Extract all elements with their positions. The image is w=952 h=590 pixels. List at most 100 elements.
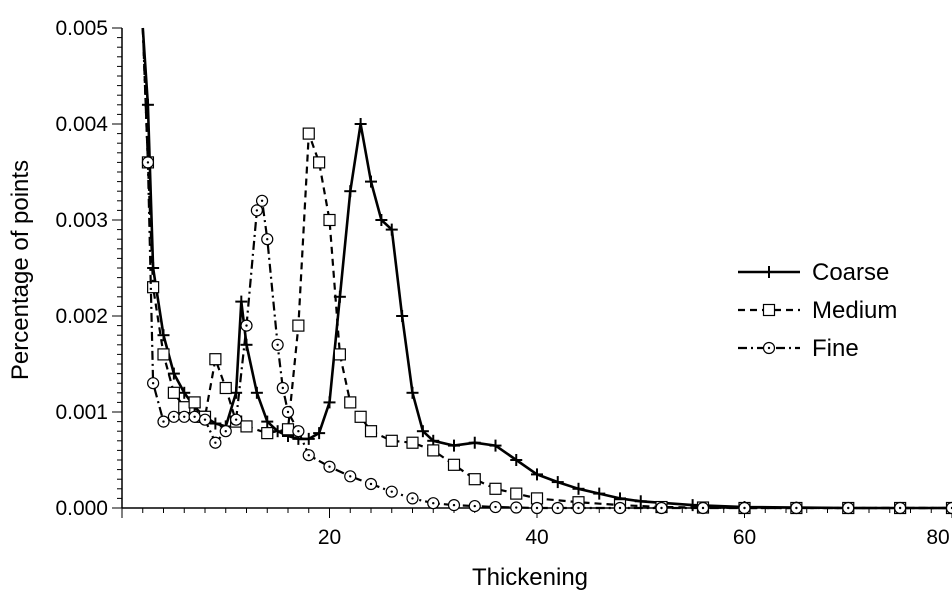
x-axis-label: Thickening (472, 564, 588, 590)
data-point (468, 499, 481, 513)
data-point (188, 396, 201, 409)
data-point (323, 396, 336, 409)
data-point (219, 425, 232, 438)
axis-tick-labels: 20 40 60 80 0.000 0.001 0.002 0.003 0.004 0.005 (55, 17, 949, 549)
data-point (261, 233, 274, 246)
data-point (354, 410, 367, 423)
data-point (219, 381, 232, 395)
data-point (510, 501, 523, 514)
data-point (167, 386, 180, 399)
data-point (738, 501, 751, 515)
data-point (489, 500, 502, 514)
data-point (344, 396, 357, 409)
legend-marker (762, 341, 776, 355)
data-point (696, 501, 710, 515)
data-point (235, 295, 248, 308)
data-point (198, 413, 212, 426)
data-point (271, 338, 284, 351)
data-point (427, 444, 440, 457)
legend-marker (762, 303, 776, 317)
data-point (178, 410, 191, 423)
series-fine (141, 27, 952, 515)
data-point (344, 185, 357, 198)
data-point (323, 460, 336, 473)
x-tick-label: 80 (926, 526, 949, 549)
data-point (147, 377, 160, 390)
data-point (313, 156, 326, 169)
data-point (842, 501, 855, 515)
data-point (385, 485, 398, 498)
data-point (261, 427, 274, 440)
data-point (302, 449, 315, 462)
data-point (157, 415, 170, 428)
data-point (655, 501, 668, 515)
data-point (261, 415, 274, 428)
data-point (406, 436, 419, 449)
data-point (448, 439, 460, 452)
data-point (209, 353, 222, 366)
data-point (489, 482, 502, 495)
data-point (276, 381, 289, 395)
legend-marker (763, 266, 775, 278)
data-point (468, 473, 481, 486)
data-point (468, 436, 481, 449)
y-tick-label: 0.005 (55, 17, 108, 40)
data-point (188, 410, 201, 423)
y-tick-label: 0.001 (55, 401, 108, 424)
y-axis-label: Percentage of points (7, 160, 34, 380)
data-point (178, 386, 191, 399)
series-line-fine (141, 27, 952, 510)
x-tick-label: 20 (318, 526, 341, 549)
series-layer (141, 27, 952, 515)
data-point (406, 492, 419, 505)
data-point (302, 432, 315, 445)
data-point (945, 501, 952, 515)
data-point (147, 281, 160, 294)
data-point (510, 454, 523, 466)
data-point (354, 118, 367, 130)
data-point (240, 420, 253, 433)
data-point (572, 482, 585, 495)
data-point (230, 386, 243, 399)
y-tick-label: 0.002 (55, 305, 108, 328)
data-point (333, 348, 346, 361)
data-point (613, 501, 627, 515)
y-tick-label: 0.000 (55, 497, 108, 520)
data-point (167, 367, 180, 380)
legend-entry-medium: Medium (738, 297, 897, 324)
data-point (551, 501, 564, 515)
data-point (447, 458, 461, 471)
data-point (344, 470, 357, 483)
data-point (790, 501, 803, 515)
data-point (406, 386, 419, 399)
data-point (396, 310, 409, 322)
legend-label: Fine (812, 335, 859, 362)
x-tick-label: 40 (525, 526, 548, 549)
data-point (365, 175, 377, 188)
data-point (157, 329, 170, 342)
data-point (209, 436, 222, 449)
data-point (230, 413, 243, 426)
data-point (313, 427, 326, 440)
data-point (416, 425, 429, 438)
data-point (385, 223, 398, 236)
data-point (489, 439, 502, 452)
data-point (167, 410, 180, 423)
legend-label: Coarse (812, 259, 889, 286)
data-point (281, 423, 295, 436)
data-point (157, 348, 170, 361)
legend-entry-coarse: Coarse (738, 259, 889, 286)
y-tick-label: 0.004 (55, 113, 108, 136)
data-point (240, 338, 253, 351)
data-point (250, 204, 263, 217)
data-point (364, 425, 378, 438)
data-point (530, 501, 544, 515)
data-point (510, 487, 523, 500)
data-point (240, 319, 253, 332)
legend: Coarse Medium Fine (732, 252, 952, 376)
data-point (209, 417, 222, 430)
data-point (572, 501, 585, 515)
data-point (447, 499, 461, 512)
data-point (292, 319, 305, 332)
